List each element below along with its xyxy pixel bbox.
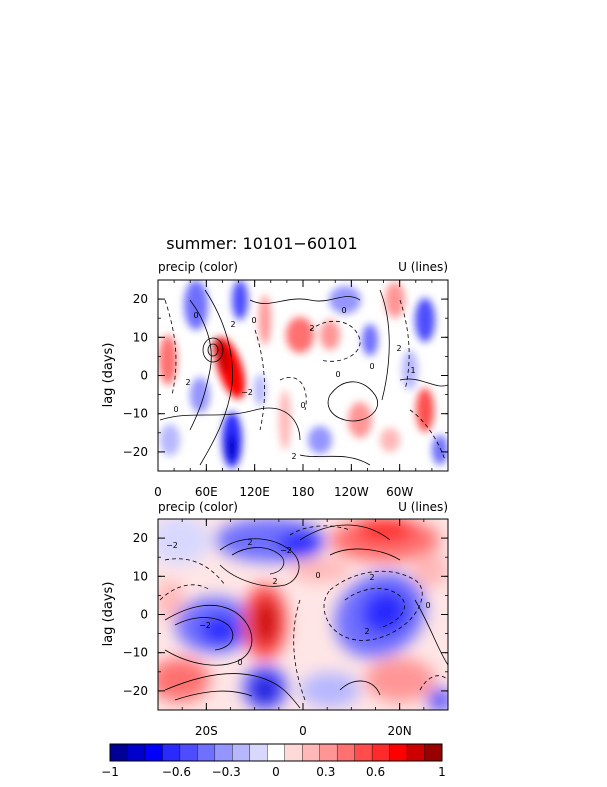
colorbar-cell [144,743,163,762]
y-tick-label: 0 [140,369,148,383]
contour-label: 0 [425,601,430,610]
x-tick-label: 20S [195,724,218,738]
colorbar-cell [232,743,251,762]
y-tick-label: −10 [123,646,148,660]
contour-label: 2 [364,627,369,636]
colorbar-cell [424,743,443,762]
colorbar-cell [197,743,216,762]
colorbar-cell [284,743,303,762]
colorbar-cell [319,743,338,762]
colorbar-ticks: −1 −0.6 −0.3 0 0.3 0.6 1 [101,765,446,779]
x-tick-label: 0 [299,724,307,738]
contour-label: 0 [251,316,256,325]
colorbar-cell [302,743,321,762]
x-tick-label: 180 [292,485,315,499]
panel-2-heatmap: −2 2 −2 0 0 2 2 0 −2 2 [158,519,448,710]
contour-label: 0 [193,311,198,320]
y-tick-label: −20 [123,445,148,459]
colorbar-frame [109,743,443,762]
y-tick-label: 20 [133,292,148,306]
y-tick-label: −10 [123,407,148,421]
contour-label: 0 [315,571,320,580]
contour-label: 2 [230,320,235,329]
y-tick-label: 0 [140,608,148,622]
contour-label: −2 [280,546,292,555]
panel-1-left-label: precip (color) [158,260,238,274]
contour-label: 2 [291,452,296,461]
contour-label: 0 [335,370,340,379]
panel-1-right-label: U (lines) [398,260,448,274]
colorbar-cell [162,743,181,762]
contour-label: −2 [241,388,253,397]
panel-2-ylabel: lag (days) [101,582,116,647]
colorbar-cell [354,743,373,762]
contour-label: 0 [341,306,346,315]
colorbar-cell [267,743,286,762]
colorbar-cell [371,743,391,762]
colorbar-cell [214,743,233,762]
x-tick-label: 120W [334,485,369,499]
colorbar-cell [179,743,198,762]
panel-1: precip (color) U (lines) [101,260,449,499]
contour-label: 1 [410,366,415,375]
colorbar-cell [336,743,356,762]
contour-label: 2 [247,538,252,547]
x-tick-label: 60W [386,485,413,499]
x-tick-label: 60E [195,485,218,499]
colorbar-cell [109,743,128,762]
contour-label: 2 [309,324,314,333]
colorbar-tick-label: −0.6 [162,765,191,779]
contour-label: 0 [300,401,305,410]
panel-2-left-label: precip (color) [158,500,238,514]
colorbar: −1 −0.6 −0.3 0 0.3 0.6 1 [101,743,446,779]
colorbar-tick-label: 1 [438,765,446,779]
y-tick-label: 10 [133,569,148,583]
contour-label: 0 [237,658,242,667]
contour-label: 2 [369,573,374,582]
colorbar-tick-label: −0.3 [212,765,241,779]
panel-2-contours [159,524,448,709]
panel-1-heatmap: 0 2 0 2 0 0 2 0 1 0 −2 2 0 2 [158,280,448,471]
colorbar-tick-label: 0 [272,765,280,779]
colorbar-cell [249,743,268,762]
x-tick-label: 20N [388,724,412,738]
colorbar-tick-label: 0.6 [366,765,385,779]
panel-2: precip (color) U (lines) [101,500,449,738]
colorbar-cell [389,743,408,762]
contour-label: 2 [185,378,190,387]
x-tick-label: 0 [154,485,162,499]
contour-label: 2 [396,344,401,353]
panel-1-contour-labels: 0 2 0 2 0 0 2 0 1 0 −2 2 0 2 [173,306,415,461]
y-tick-label: −20 [123,684,148,698]
contour-label: 0 [173,405,178,414]
panel-1-contours [159,289,448,466]
panel-1-ylabel: lag (days) [101,343,116,408]
contour-label: −2 [166,541,178,550]
panel-2-contour-labels: −2 2 −2 0 0 2 2 0 −2 2 [166,538,430,667]
panel-2-right-label: U (lines) [398,500,448,514]
colorbar-cell [406,743,426,762]
contour-label: 2 [272,577,277,586]
x-tick-label: 120E [239,485,270,499]
colorbar-cells [109,743,443,762]
contour-label: −2 [199,621,211,630]
colorbar-tick-label: −1 [101,765,119,779]
y-tick-label: 10 [133,330,148,344]
colorbar-tick-label: 0.3 [316,765,335,779]
y-tick-label: 20 [133,531,148,545]
contour-label: 0 [369,362,374,371]
chart-title: summer: 10101−60101 [166,234,357,253]
colorbar-cell [127,743,146,762]
